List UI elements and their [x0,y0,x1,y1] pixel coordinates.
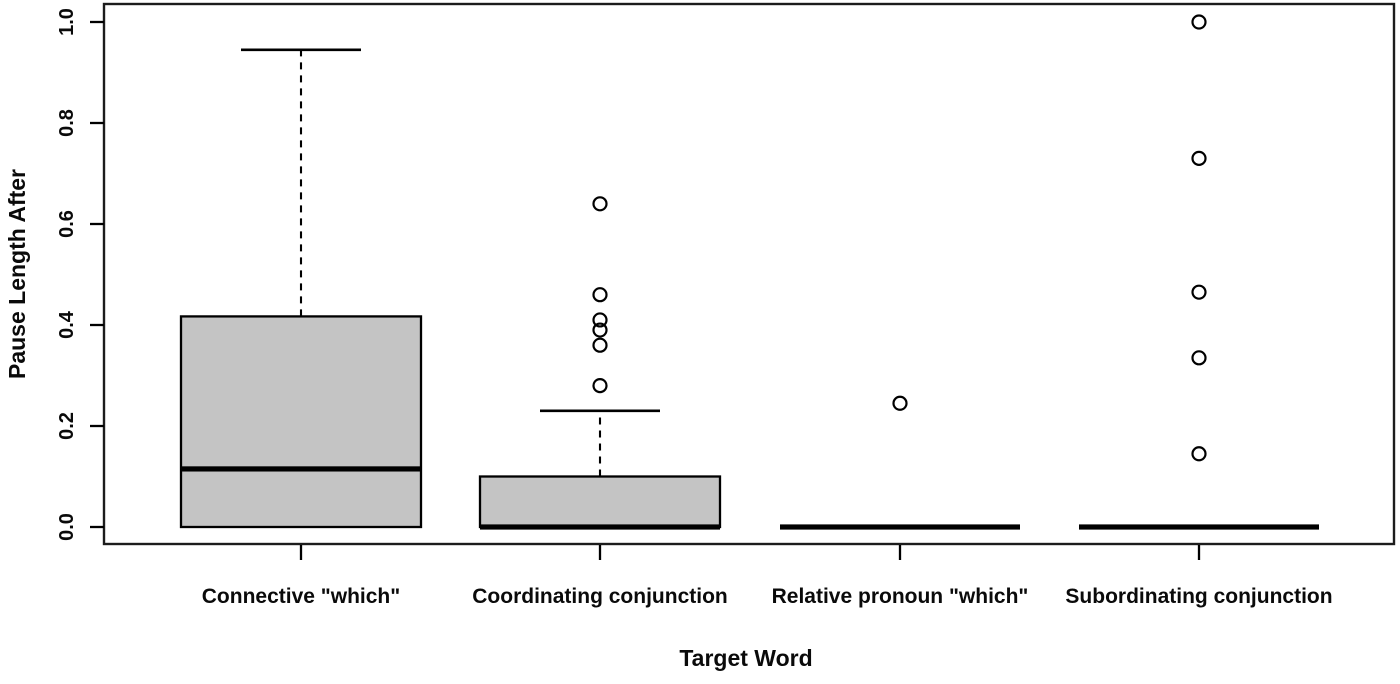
median-line [780,524,1020,530]
outlier-point [592,287,608,303]
outlier-point [592,378,608,394]
plot-layer: 0.0 0.2 0.4 0.6 0.8 1.0 Connective "which" Coor… [56,8,1333,608]
outlier-point [592,196,608,212]
outlier-point [592,312,608,328]
y-tick-label: 0.8 [56,109,78,137]
y-tick-label: 0.2 [56,412,78,440]
median-line [181,466,421,472]
x-category-label: Connective "which" [202,585,400,608]
outlier-point [1191,150,1207,166]
iqr-box [179,315,423,529]
y-tick-label: 0.4 [56,310,78,339]
y-axis-title: Pause Length After [4,169,30,379]
outlier-point [592,322,608,338]
x-category-label: Relative pronoun "which" [772,585,1029,608]
outlier-point [1191,14,1207,30]
x-axis-title: Target Word [679,645,812,671]
y-tick-label: 1.0 [56,8,78,36]
outlier-point [1191,350,1207,366]
median-line [480,524,720,530]
outlier-point [592,337,608,353]
x-category-label: Subordinating conjunction [1065,585,1332,608]
y-tick-label: 0.6 [56,210,78,238]
x-category-label: Coordinating conjunction [472,585,727,608]
y-tick-label: 0.0 [56,513,78,541]
outlier-point [1191,284,1207,300]
iqr-box [478,475,722,529]
outlier-point [892,395,908,411]
outlier-point [1191,446,1207,462]
median-line [1079,524,1319,530]
